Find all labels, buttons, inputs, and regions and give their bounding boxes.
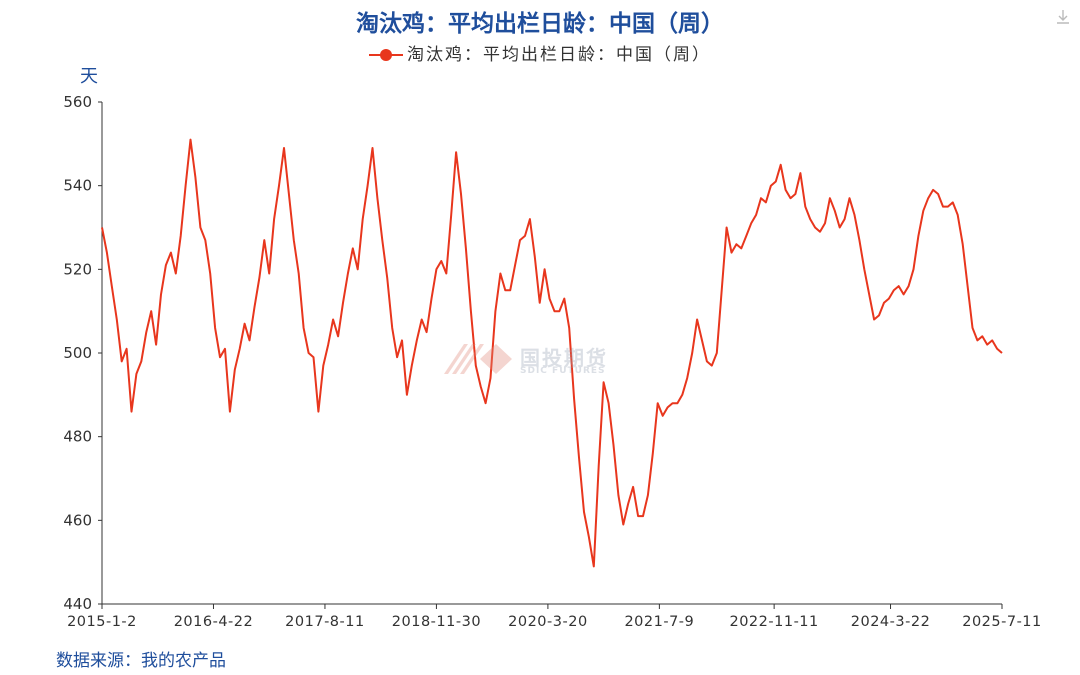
- y-tick-label: 480: [63, 428, 92, 446]
- y-axis-unit: 天: [80, 66, 98, 87]
- y-tick-label: 500: [63, 344, 92, 362]
- legend-swatch-icon: [369, 48, 403, 62]
- chart-ticks: 440 460 480 500 520 540 560 2015-1-2 2016-4-22 20…: [63, 93, 1041, 630]
- y-tick-label: 560: [63, 93, 92, 111]
- data-source: 数据来源：我的农产品: [56, 651, 226, 671]
- y-tick-label: 440: [63, 595, 92, 613]
- watermark-name: 国投期货: [520, 346, 608, 370]
- y-tick-label: 520: [63, 260, 92, 278]
- x-tick-label: 2018-11-30: [392, 614, 481, 630]
- chart-title: 淘汰鸡：平均出栏日龄：中国（周）: [356, 11, 724, 37]
- x-tick-label: 2025-7-11: [962, 614, 1042, 630]
- download-icon[interactable]: [1054, 8, 1072, 26]
- x-tick-label: 2016-4-22: [174, 614, 254, 630]
- x-tick-label: 2021-7-9: [624, 614, 694, 630]
- x-tick-label: 2015-1-2: [67, 614, 137, 630]
- y-tick-label: 460: [63, 511, 92, 529]
- chart-series: [101, 138, 1003, 568]
- x-tick-label: 2020-3-20: [508, 614, 588, 630]
- watermark-sub: SDIC FUTURES: [520, 366, 606, 376]
- legend-label: 淘汰鸡：平均出栏日龄：中国（周）: [407, 45, 711, 65]
- y-tick-label: 540: [63, 177, 92, 195]
- x-tick-label: 2017-8-11: [285, 614, 365, 630]
- watermark-logo: 国投期货 SDIC FUTURES: [440, 340, 640, 380]
- chart-legend[interactable]: 淘汰鸡：平均出栏日龄：中国（周）: [0, 40, 1080, 65]
- series-line: [101, 138, 1003, 568]
- x-tick-label: 2024-3-22: [851, 614, 931, 630]
- x-tick-label: 2022-11-11: [729, 614, 818, 630]
